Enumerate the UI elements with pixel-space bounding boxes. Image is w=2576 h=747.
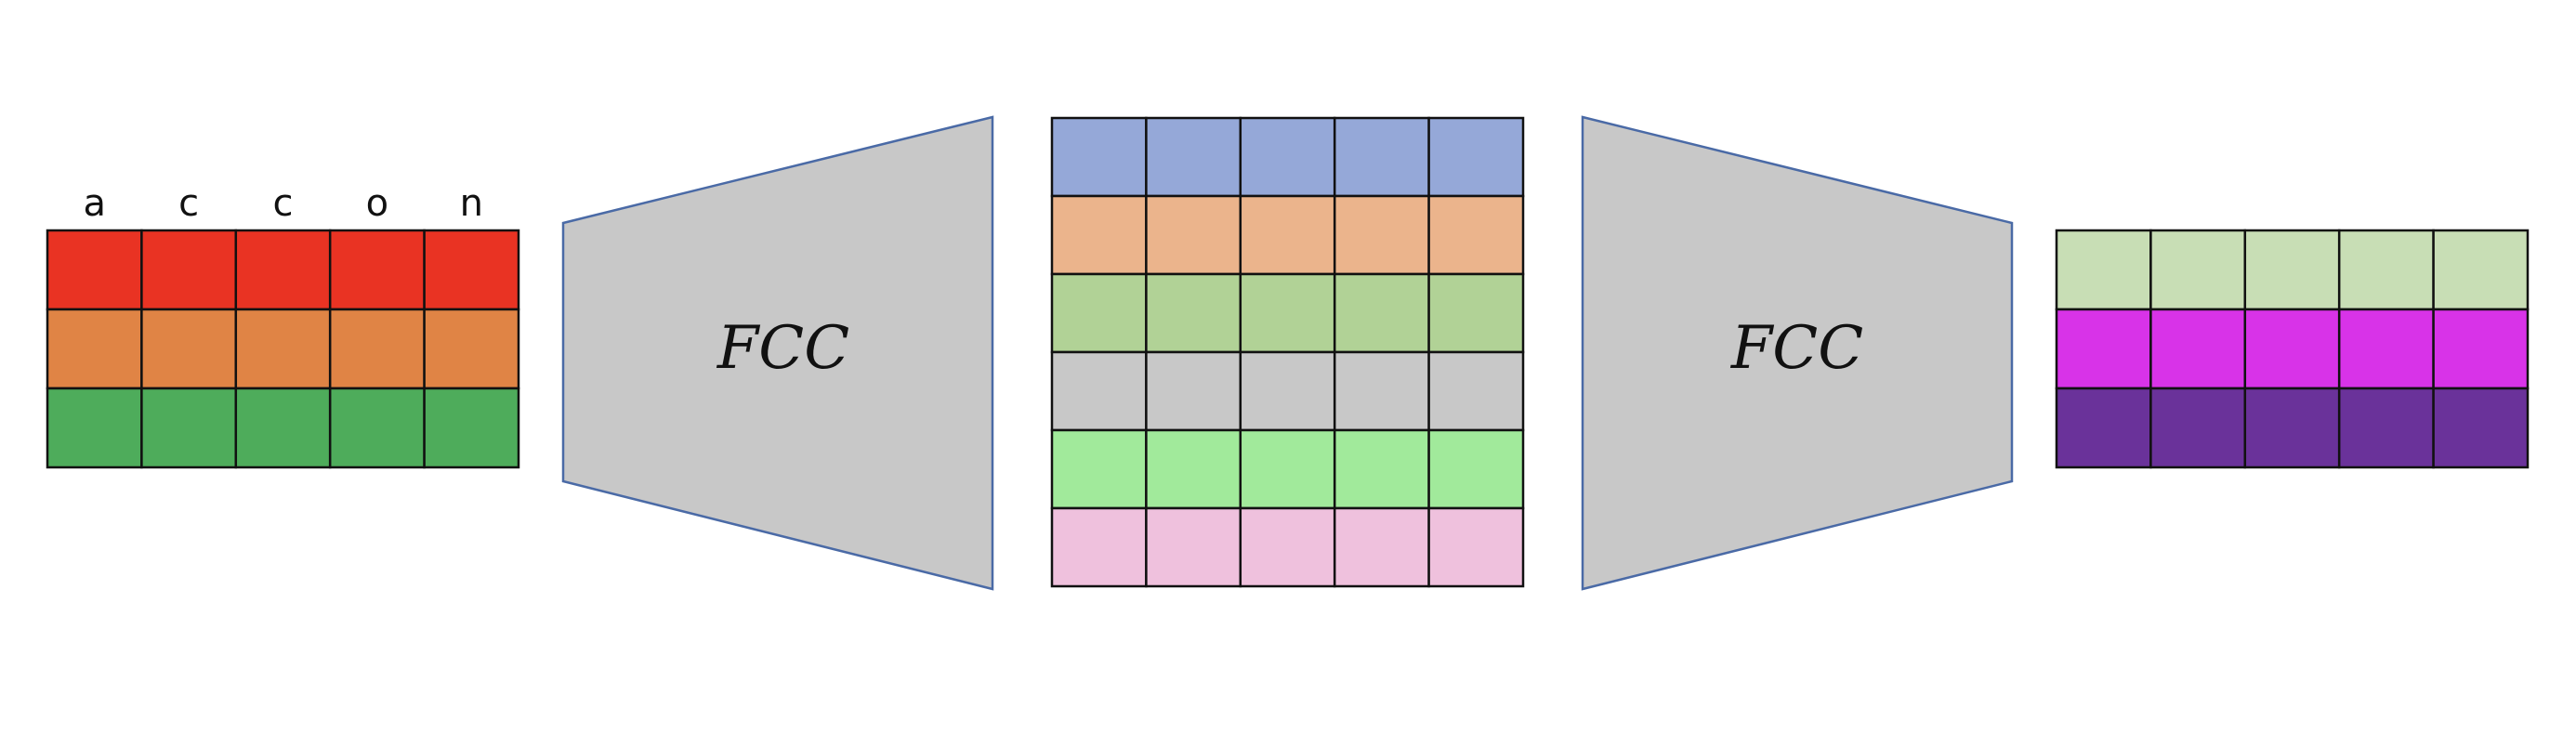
hidden-cell-r4-c4: [1427, 428, 1525, 510]
input-column-label: o: [366, 182, 388, 225]
input-column-label: a: [83, 182, 106, 225]
output-cell-r1-c2: [2243, 308, 2341, 390]
hidden-cell-r4-c2: [1239, 428, 1336, 510]
output-cell-r0-c1: [2149, 229, 2247, 311]
hidden-cell-r0-c2: [1239, 116, 1336, 198]
input-cell-r1-c3: [328, 308, 426, 390]
input-cell-r2-c3: [328, 387, 426, 469]
hidden-cell-r1-c2: [1239, 194, 1336, 276]
input-cell-r0-c3: [328, 229, 426, 311]
hidden-cell-r2-c2: [1239, 272, 1336, 354]
input-column-label: n: [460, 182, 483, 225]
input-cell-r2-c0: [46, 387, 143, 469]
hidden-cell-r3-c1: [1145, 350, 1242, 432]
hidden-cell-r0-c0: [1050, 116, 1148, 198]
hidden-cell-r2-c0: [1050, 272, 1148, 354]
input-cell-r2-c1: [140, 387, 238, 469]
fcc-trapezoid-encoder: [561, 115, 994, 591]
hidden-cell-r4-c1: [1145, 428, 1242, 510]
output-cell-r1-c4: [2432, 308, 2530, 390]
output-cell-r1-c1: [2149, 308, 2247, 390]
hidden-cell-r0-c3: [1333, 116, 1430, 198]
input-cell-r2-c4: [423, 387, 520, 469]
hidden-cell-r2-c3: [1333, 272, 1430, 354]
fcc-label-decoder: FCC: [1730, 314, 1863, 383]
output-cell-r2-c2: [2243, 387, 2341, 469]
output-cell-r1-c0: [2055, 308, 2152, 390]
output-cell-r2-c1: [2149, 387, 2247, 469]
output-cell-r2-c4: [2432, 387, 2530, 469]
hidden-cell-r2-c4: [1427, 272, 1525, 354]
hidden-cell-r2-c1: [1145, 272, 1242, 354]
output-cell-r1-c3: [2337, 308, 2435, 390]
hidden-cell-r1-c3: [1333, 194, 1430, 276]
input-cell-r2-c2: [234, 387, 332, 469]
input-cell-r0-c1: [140, 229, 238, 311]
fcc-trapezoid-decoder: [1581, 115, 2014, 591]
input-column-label: c: [178, 182, 199, 225]
hidden-cell-r4-c3: [1333, 428, 1430, 510]
output-cell-r0-c2: [2243, 229, 2341, 311]
hidden-cell-r5-c4: [1427, 506, 1525, 588]
output-cell-r2-c3: [2337, 387, 2435, 469]
input-column-label: c: [273, 182, 294, 225]
fcc-block-decoder: FCC: [1581, 115, 2014, 591]
hidden-cell-r3-c0: [1050, 350, 1148, 432]
input-cell-r0-c2: [234, 229, 332, 311]
fcc-block-encoder: FCC: [561, 115, 994, 591]
hidden-cell-r0-c4: [1427, 116, 1525, 198]
input-cell-r1-c4: [423, 308, 520, 390]
output-cell-r2-c0: [2055, 387, 2152, 469]
input-cell-r1-c2: [234, 308, 332, 390]
output-cell-r0-c0: [2055, 229, 2152, 311]
output-matrix: [2055, 229, 2530, 469]
output-cell-r0-c4: [2432, 229, 2530, 311]
input-cell-r1-c0: [46, 308, 143, 390]
hidden-cell-r1-c0: [1050, 194, 1148, 276]
hidden-matrix: [1050, 116, 1525, 588]
input-cell-r0-c4: [423, 229, 520, 311]
hidden-cell-r1-c1: [1145, 194, 1242, 276]
hidden-cell-r4-c0: [1050, 428, 1148, 510]
hidden-cell-r3-c3: [1333, 350, 1430, 432]
hidden-cell-r1-c4: [1427, 194, 1525, 276]
hidden-cell-r0-c1: [1145, 116, 1242, 198]
hidden-cell-r3-c4: [1427, 350, 1525, 432]
hidden-cell-r3-c2: [1239, 350, 1336, 432]
hidden-cell-r5-c1: [1145, 506, 1242, 588]
hidden-cell-r5-c0: [1050, 506, 1148, 588]
fcc-label-encoder: FCC: [716, 314, 849, 383]
input-cells: [46, 229, 520, 469]
hidden-cell-r5-c3: [1333, 506, 1430, 588]
input-cell-r1-c1: [140, 308, 238, 390]
output-cell-r0-c3: [2337, 229, 2435, 311]
hidden-cell-r5-c2: [1239, 506, 1336, 588]
input-cell-r0-c0: [46, 229, 143, 311]
